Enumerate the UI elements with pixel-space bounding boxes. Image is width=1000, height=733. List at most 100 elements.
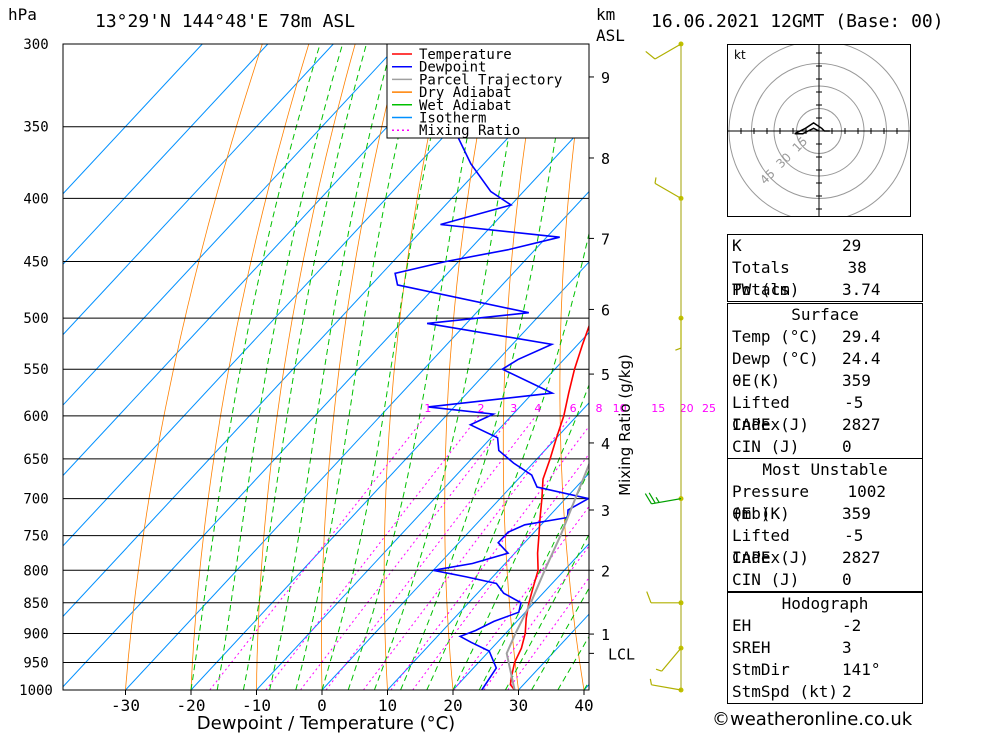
surface-value: 0 xyxy=(842,437,852,456)
surface-label: Lifted Index xyxy=(732,393,790,434)
most-unstable-value: -5 xyxy=(844,526,864,545)
hodograph-stat-value: 2 xyxy=(842,682,852,701)
temperature-tick-label: 10 xyxy=(378,696,397,715)
wind-barb-shaft xyxy=(651,684,682,691)
legend-label: Temperature xyxy=(419,47,512,63)
wet-adiabat-line xyxy=(347,44,487,690)
temperature-tick-label: 30 xyxy=(509,696,528,715)
wet-adiabat-line xyxy=(504,533,589,690)
legend-label: Mixing Ratio xyxy=(419,123,520,139)
mixing-ratio-line xyxy=(507,576,589,690)
index-value: 38 xyxy=(847,258,867,277)
wind-barb-flag xyxy=(655,497,660,503)
surface-row: Lifted Index -5 xyxy=(728,392,922,434)
wind-barb-flag xyxy=(655,668,662,672)
surface-value: 24.4 xyxy=(842,349,881,368)
dry-adiabat-line xyxy=(559,44,588,690)
wet-adiabat-line xyxy=(216,44,344,690)
most-unstable-value: 2827 xyxy=(842,548,881,567)
mixing-ratio-line xyxy=(265,415,480,690)
mixing-ratio-axis-label: Mixing Ratio (g/kg) xyxy=(616,354,634,496)
most-unstable-label: Lifted Index xyxy=(732,526,790,567)
mixing-ratio-label: 10 xyxy=(613,402,627,415)
hodograph-stat-row: StmSpd (kt) 2 xyxy=(728,681,922,703)
surface-row: CAPE (J) 2827 xyxy=(728,414,922,436)
isotherm-line xyxy=(63,44,334,336)
isotherm-line xyxy=(63,44,269,265)
wet-adiabat-line xyxy=(478,469,589,690)
wind-barb-flag xyxy=(675,347,682,351)
wind-barb-flag xyxy=(645,50,656,60)
mixing-ratio-label: 8 xyxy=(596,402,603,415)
pressure-tick-label: 300 xyxy=(23,37,48,53)
legend-box xyxy=(386,43,590,139)
legend-label: Wet Adiabat xyxy=(419,98,512,114)
wet-adiabat-line xyxy=(400,44,573,690)
hodograph-stat-row: SREH 3 xyxy=(728,637,922,659)
surface-value: 29.4 xyxy=(842,327,881,346)
indices-table: K 29 Totals Totals 38 PW (cm) 3.74 xyxy=(727,234,923,302)
km-tick-label: 3 xyxy=(601,502,610,520)
isotherm-line xyxy=(63,44,400,406)
isotherm-line xyxy=(63,120,589,688)
copyright-label: ©weatheronline.co.uk xyxy=(712,709,913,730)
wet-adiabat-line xyxy=(426,231,589,690)
isotherm-line xyxy=(63,44,531,547)
most-unstable-row: CAPE (J) 2827 xyxy=(728,547,922,569)
surface-value: 2827 xyxy=(842,415,881,434)
height-unit-label-asl: ASL xyxy=(596,26,625,45)
mixing-ratio-line xyxy=(453,505,589,690)
hodograph-ring-label: 15 xyxy=(790,134,811,155)
mixing-ratio-line xyxy=(209,415,427,690)
x-axis-label: Dewpoint / Temperature (°C) xyxy=(197,713,455,733)
wind-barb-shaft xyxy=(654,182,682,199)
legend-label: Dry Adiabat xyxy=(419,85,512,101)
datetime-label: 16.06.2021 12GMT (Base: 00) xyxy=(651,11,944,32)
wind-barb-shaft xyxy=(654,43,682,60)
most-unstable-row: θE (K) 359 xyxy=(728,503,922,525)
isotherm-line xyxy=(63,44,203,195)
hodograph-table-title: Hodograph xyxy=(781,594,869,613)
most-unstable-value: 1002 xyxy=(847,482,886,501)
pressure-tick-label: 750 xyxy=(23,529,48,545)
plot-frame xyxy=(62,43,590,691)
location-label: 13°29'N 144°48'E 78m ASL xyxy=(95,11,356,32)
index-label: PW (cm) xyxy=(732,280,800,299)
surface-value: 359 xyxy=(842,371,871,390)
pressure-tick-label: 550 xyxy=(23,362,48,378)
surface-label: θE(K) xyxy=(732,371,781,390)
legend-label: Isotherm xyxy=(419,111,486,127)
wind-barb-flag xyxy=(648,492,656,504)
hodograph-stat-label: StmDir xyxy=(732,660,790,679)
mixing-ratio-label: 25 xyxy=(702,402,716,415)
index-row: Totals Totals 38 xyxy=(728,257,922,299)
surface-label: Temp (°C) xyxy=(732,327,819,346)
km-tick-label: 6 xyxy=(601,301,610,319)
isotherm-line xyxy=(321,402,589,690)
surface-row: Dewp (°C) 24.4 xyxy=(728,348,922,370)
wet-adiabat-line xyxy=(452,383,589,690)
hodograph-stat-label: EH xyxy=(732,616,752,635)
dry-adiabat-line xyxy=(321,44,402,690)
km-tick-label: 5 xyxy=(601,366,610,384)
lcl-label: LCL xyxy=(608,645,635,663)
pressure-tick-label: 350 xyxy=(23,120,48,136)
mixing-ratio-line xyxy=(412,453,589,690)
wet-adiabat-line xyxy=(190,44,321,690)
km-tick-label: 8 xyxy=(601,150,610,168)
parcel-trajectory-line xyxy=(505,461,589,690)
hodograph-ring-label: 45 xyxy=(757,166,778,187)
surface-label: Dewp (°C) xyxy=(732,349,819,368)
km-tick-label: 1 xyxy=(601,626,610,644)
wind-barb-flag xyxy=(649,678,653,685)
most-unstable-value: 0 xyxy=(842,570,852,589)
temperature-tick-label: 0 xyxy=(317,696,327,715)
most-unstable-title: Most Unstable xyxy=(762,460,888,479)
surface-table: Surface Temp (°C) 29.4 Dewp (°C) 24.4 θE(K) 3… xyxy=(727,303,923,459)
pressure-unit-label: hPa xyxy=(8,5,37,24)
km-tick-label: 4 xyxy=(601,435,610,453)
wind-barb-flag xyxy=(654,177,657,184)
hodograph-stat-row: StmDir 141° xyxy=(728,659,922,681)
index-label: Totals Totals xyxy=(732,258,790,299)
